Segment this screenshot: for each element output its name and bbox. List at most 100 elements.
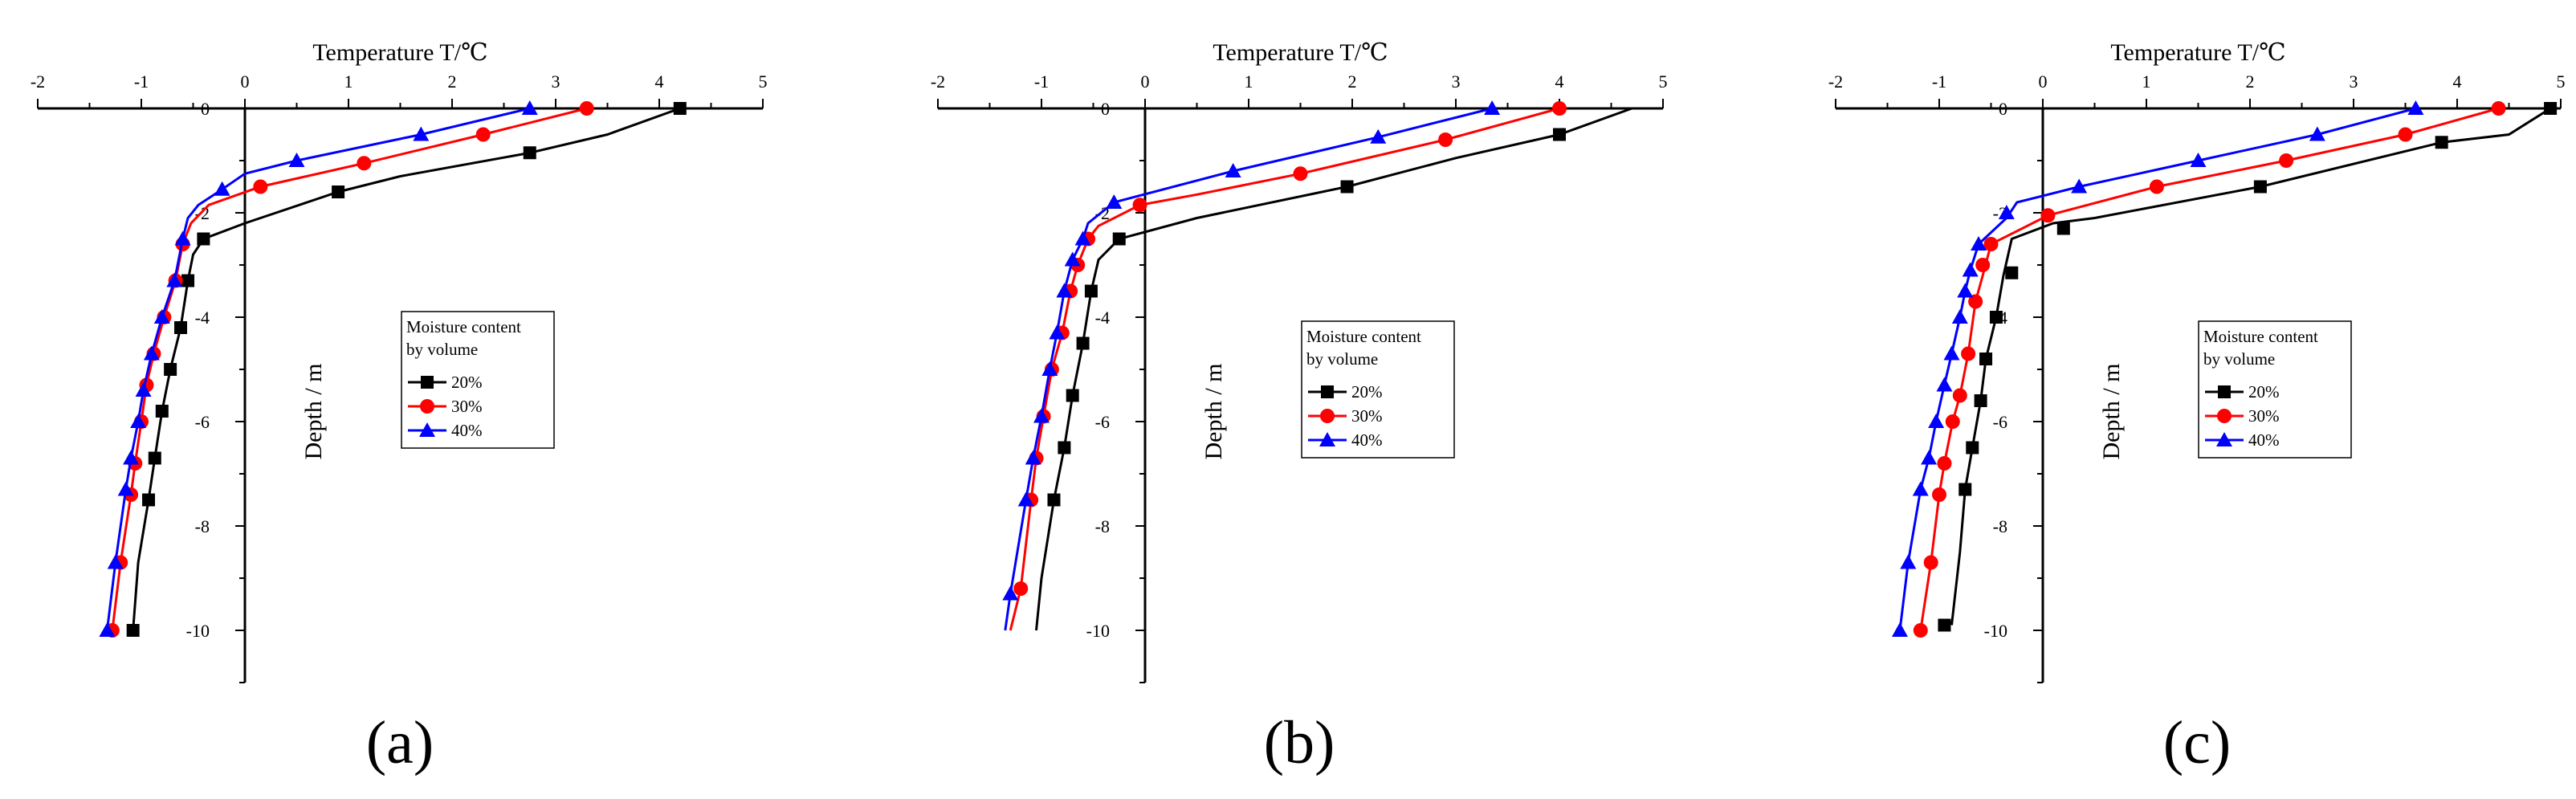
x-tick-label: -2 bbox=[931, 71, 945, 92]
legend-swatch-marker bbox=[419, 422, 435, 437]
data-point-40pct bbox=[1225, 163, 1241, 177]
y-axis-title: Depth / m bbox=[1200, 364, 1227, 460]
data-point-40pct bbox=[1943, 345, 1960, 361]
data-point-40pct bbox=[107, 554, 124, 569]
data-point-20pct bbox=[181, 274, 195, 287]
y-tick-label: 0 bbox=[201, 99, 210, 119]
series-line-20pct bbox=[1035, 107, 1632, 631]
panel-b-label: (b) bbox=[1264, 709, 1335, 777]
data-point-40pct bbox=[1017, 491, 1034, 507]
y-axis-title: Depth / m bbox=[300, 364, 327, 460]
x-tick-label: 2 bbox=[1348, 71, 1357, 92]
data-point-20pct bbox=[2544, 102, 2558, 115]
x-tick-label: -1 bbox=[134, 71, 149, 92]
data-point-30pct bbox=[1952, 388, 1967, 403]
legend-entry-label: 20% bbox=[451, 373, 483, 392]
data-point-30pct bbox=[2491, 101, 2506, 116]
data-point-40pct bbox=[1912, 481, 1929, 496]
data-point-30pct bbox=[1132, 198, 1147, 213]
data-point-40pct bbox=[1370, 128, 1387, 144]
y-tick-label: -8 bbox=[195, 516, 210, 536]
x-tick-label: 4 bbox=[1555, 71, 1564, 92]
data-point-40pct bbox=[1951, 309, 1968, 324]
data-point-40pct bbox=[2407, 100, 2424, 115]
x-tick-label: -1 bbox=[1932, 71, 1946, 92]
data-point-40pct bbox=[123, 450, 140, 465]
y-tick-label: -6 bbox=[1095, 412, 1110, 432]
data-point-40pct bbox=[99, 622, 116, 637]
x-axis-title: Temperature T/℃ bbox=[312, 39, 487, 66]
data-point-40pct bbox=[1928, 414, 1945, 428]
legend-swatch-marker bbox=[2218, 385, 2231, 398]
data-point-30pct bbox=[579, 101, 594, 116]
data-point-20pct bbox=[148, 451, 161, 465]
series-line-20pct bbox=[132, 107, 681, 631]
data-point-30pct bbox=[2279, 153, 2294, 168]
legend-swatch-marker bbox=[420, 399, 434, 414]
x-tick-label: 1 bbox=[1245, 71, 1253, 92]
data-point-30pct bbox=[2398, 127, 2413, 142]
data-point-40pct bbox=[288, 153, 305, 167]
y-tick-label: -4 bbox=[195, 308, 210, 328]
data-point-20pct bbox=[1553, 128, 1566, 141]
x-tick-label: 4 bbox=[655, 71, 664, 92]
data-point-30pct bbox=[1438, 132, 1453, 147]
x-axis-title: Temperature T/℃ bbox=[1213, 39, 1388, 66]
data-point-40pct bbox=[1074, 230, 1091, 246]
data-point-40pct bbox=[1900, 554, 1917, 569]
data-point-20pct bbox=[1112, 232, 1126, 246]
data-point-40pct bbox=[413, 126, 430, 141]
y-tick-label: -8 bbox=[1095, 516, 1110, 536]
y-tick-label: -6 bbox=[195, 412, 210, 432]
legend: Moisture content by volume 20% 30% 40% bbox=[2198, 320, 2352, 459]
data-point-20pct bbox=[1958, 483, 1972, 496]
data-point-40pct bbox=[1971, 236, 1987, 251]
data-point-20pct bbox=[126, 624, 140, 637]
legend-entry-label: 40% bbox=[2248, 430, 2280, 450]
data-point-20pct bbox=[673, 102, 687, 115]
data-point-30pct bbox=[1923, 555, 1938, 570]
legend: Moisture content by volume 20% 30% 40% bbox=[1301, 320, 1455, 459]
data-point-40pct bbox=[1484, 100, 1501, 115]
legend-swatch-marker bbox=[1319, 432, 1335, 446]
legend-entry-label: 30% bbox=[451, 397, 483, 416]
data-point-20pct bbox=[1938, 618, 1951, 632]
data-point-20pct bbox=[2056, 222, 2070, 235]
x-tick-label: 5 bbox=[1659, 71, 1668, 92]
data-point-20pct bbox=[142, 493, 156, 507]
x-tick-label: 1 bbox=[2142, 71, 2151, 92]
data-point-40pct bbox=[135, 382, 152, 397]
data-point-30pct bbox=[2149, 179, 2164, 194]
legend-entry-label: 40% bbox=[1351, 430, 1383, 450]
data-point-30pct bbox=[1932, 487, 1946, 502]
data-point-20pct bbox=[1084, 284, 1098, 298]
legend-swatch-marker bbox=[1320, 409, 1335, 423]
data-point-40pct bbox=[1049, 324, 1066, 340]
data-point-20pct bbox=[1340, 180, 1354, 194]
y-tick-label: 0 bbox=[1999, 99, 2007, 119]
y-tick-label: -8 bbox=[1993, 516, 2007, 536]
data-point-40pct bbox=[1921, 450, 1938, 465]
legend-title: by volume bbox=[1306, 349, 1378, 369]
x-tick-label: 3 bbox=[552, 71, 560, 92]
data-point-40pct bbox=[174, 230, 191, 246]
data-point-40pct bbox=[2309, 126, 2325, 141]
data-point-40pct bbox=[1025, 450, 1041, 465]
legend-entry-label: 30% bbox=[1351, 406, 1383, 426]
data-point-40pct bbox=[2071, 178, 2088, 194]
x-tick-label: -1 bbox=[1034, 71, 1049, 92]
x-tick-label: 0 bbox=[1141, 71, 1150, 92]
legend-title: by volume bbox=[406, 340, 478, 359]
y-tick-label: -4 bbox=[1095, 308, 1110, 328]
legend-title: by volume bbox=[2203, 349, 2275, 369]
data-point-40pct bbox=[1064, 251, 1081, 267]
x-tick-label: 2 bbox=[448, 71, 457, 92]
x-tick-label: 5 bbox=[2557, 71, 2566, 92]
data-point-30pct bbox=[1945, 414, 1960, 429]
data-point-40pct bbox=[153, 309, 170, 324]
data-point-20pct bbox=[164, 363, 177, 376]
x-tick-label: -2 bbox=[1828, 71, 1843, 92]
data-point-20pct bbox=[1966, 441, 1979, 455]
